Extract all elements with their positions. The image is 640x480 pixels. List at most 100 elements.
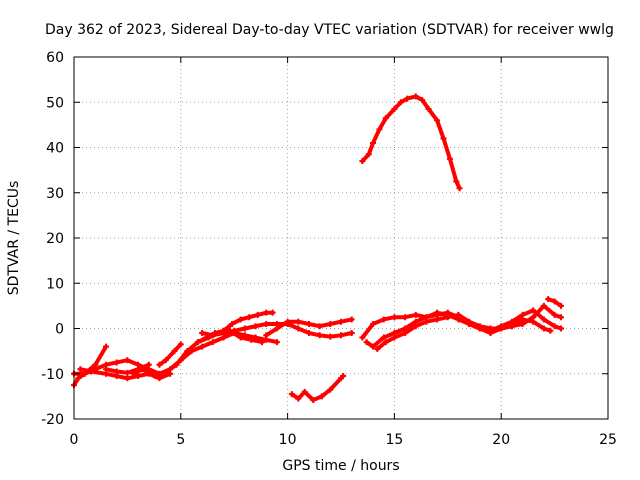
y-tick-label: 0 xyxy=(55,322,64,338)
data-point xyxy=(113,359,120,366)
data-point xyxy=(545,296,552,303)
data-point xyxy=(540,302,547,309)
data-point xyxy=(295,318,302,325)
data-point xyxy=(412,93,419,100)
x-tick-label: 0 xyxy=(70,432,79,448)
y-tick-label: 20 xyxy=(46,231,64,247)
data-point xyxy=(434,117,441,124)
data-point xyxy=(254,311,261,318)
data-point xyxy=(237,334,244,341)
data-point xyxy=(359,334,366,341)
data-point xyxy=(455,311,462,318)
data-point xyxy=(402,314,409,321)
data-point xyxy=(167,370,174,377)
data-point xyxy=(263,309,270,316)
data-point xyxy=(113,368,120,375)
data-point xyxy=(199,343,206,350)
data-series-pass-10 xyxy=(288,373,347,403)
data-point xyxy=(551,323,558,330)
data-point xyxy=(382,339,389,346)
data-point xyxy=(273,325,280,332)
data-point xyxy=(269,309,276,316)
data-point xyxy=(476,323,483,330)
data-trace xyxy=(157,342,183,367)
data-point xyxy=(466,318,473,325)
data-point xyxy=(547,327,554,334)
data-point xyxy=(252,323,259,330)
data-series-pass-15 xyxy=(545,296,565,309)
data-series-pass-6 xyxy=(156,341,184,368)
data-point xyxy=(305,330,312,337)
data-point xyxy=(241,325,248,332)
y-tick-label: 40 xyxy=(46,141,64,157)
data-point xyxy=(88,368,95,375)
data-point xyxy=(338,318,344,325)
data-point xyxy=(558,314,565,321)
data-point xyxy=(380,334,387,341)
data-point xyxy=(456,185,463,192)
data-point xyxy=(540,325,547,332)
data-point xyxy=(404,95,411,102)
data-point xyxy=(124,375,131,382)
data-point xyxy=(231,327,238,334)
data-point xyxy=(391,106,398,113)
x-tick-label: 5 xyxy=(176,432,185,448)
data-point xyxy=(209,332,216,339)
data-point xyxy=(382,115,389,122)
data-point xyxy=(263,320,270,327)
data-point xyxy=(145,361,152,368)
data-series-pass-13 xyxy=(374,311,554,352)
y-tick-label: 50 xyxy=(46,95,64,111)
axis-ticks: 0 5 10 15 20 25 -20 -10 0 10 20 30 40 50 60 xyxy=(41,50,617,448)
data-point xyxy=(348,330,355,337)
data-point xyxy=(434,316,441,323)
data-point xyxy=(412,311,419,318)
data-point xyxy=(327,333,334,340)
data-point xyxy=(391,334,398,341)
data-point xyxy=(284,318,291,325)
data-point xyxy=(444,314,451,321)
x-tick-label: 10 xyxy=(279,432,297,448)
data-point xyxy=(77,366,84,373)
data-point xyxy=(220,330,227,337)
data-point xyxy=(295,395,302,402)
data-point xyxy=(273,339,280,346)
data-point xyxy=(446,155,453,162)
data-point xyxy=(103,343,110,350)
data-point xyxy=(558,325,565,332)
data-point xyxy=(160,370,167,377)
x-tick-label: 25 xyxy=(599,432,617,448)
y-tick-label: -20 xyxy=(41,412,64,428)
data-point xyxy=(391,314,398,321)
data-point xyxy=(551,298,558,305)
data-point xyxy=(440,135,447,142)
data-point xyxy=(130,370,137,377)
data-point xyxy=(162,357,169,364)
x-tick-label: 15 xyxy=(385,432,403,448)
data-point xyxy=(139,366,146,373)
data-point xyxy=(177,341,184,348)
data-point xyxy=(540,316,547,323)
data-point xyxy=(263,332,270,339)
data-point xyxy=(551,311,558,318)
data-point xyxy=(237,316,244,323)
data-point xyxy=(152,373,159,380)
data-point xyxy=(530,307,537,314)
data-point xyxy=(327,386,334,393)
data-point xyxy=(199,330,206,337)
data-point xyxy=(103,366,110,373)
data-point xyxy=(194,339,201,346)
data-point xyxy=(423,318,430,325)
chart-title: Day 362 of 2023, Sidereal Day-to-day VTE… xyxy=(45,22,614,38)
data-point xyxy=(246,314,253,321)
data-series-pass-9 xyxy=(263,316,355,339)
data-point xyxy=(412,323,419,330)
data-point xyxy=(402,330,409,337)
data-point xyxy=(75,375,82,382)
data-point xyxy=(425,106,432,113)
data-point xyxy=(370,139,377,146)
data-point xyxy=(173,361,180,368)
y-tick-label: 30 xyxy=(46,186,64,202)
data-point xyxy=(348,316,355,323)
